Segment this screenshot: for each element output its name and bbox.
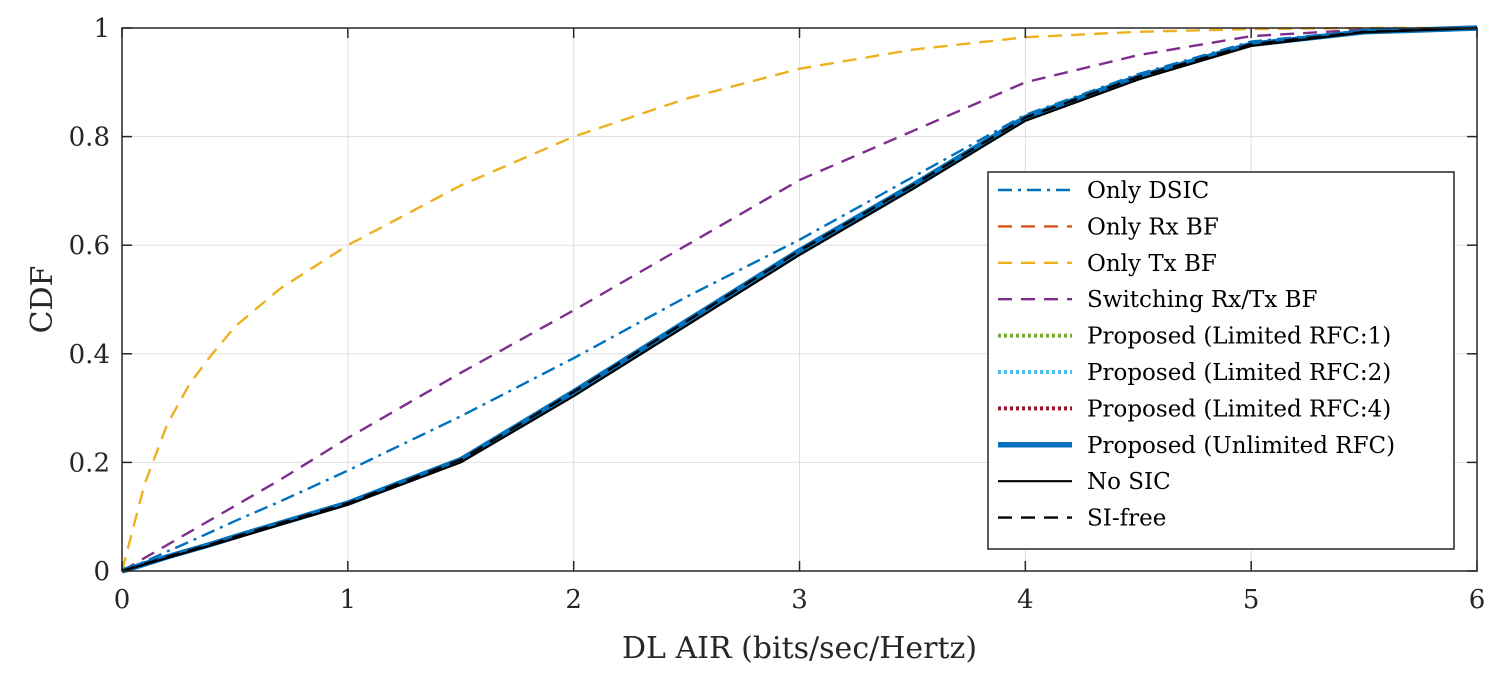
legend-label: SI-free <box>1087 506 1166 532</box>
y-tick-label: 0.8 <box>69 123 110 153</box>
legend-label: Only Rx BF <box>1087 214 1219 240</box>
x-tick-label: 0 <box>114 585 131 615</box>
legend-label: Only Tx BF <box>1087 251 1217 277</box>
y-axis-title: CDF <box>25 266 60 334</box>
y-tick-label: 0.6 <box>69 231 110 261</box>
x-tick-label: 5 <box>1243 585 1260 615</box>
series-lines <box>120 25 1478 574</box>
legend-label: Proposed (Unlimited RFC) <box>1087 433 1395 459</box>
legend-label: No SIC <box>1087 469 1171 495</box>
y-tick-label: 0.2 <box>69 448 110 478</box>
legend-label: Proposed (Limited RFC:2) <box>1087 360 1391 386</box>
series-line-4 <box>121 26 1478 573</box>
x-tick-label: 1 <box>340 585 357 615</box>
series-line-9 <box>121 26 1478 573</box>
x-tick-label: 4 <box>1017 585 1034 615</box>
x-tick-label: 3 <box>791 585 808 615</box>
legend-label: Only DSIC <box>1087 178 1209 204</box>
legend-label: Proposed (Limited RFC:1) <box>1087 324 1391 350</box>
y-tick-label: 1 <box>93 14 110 44</box>
legend: Only DSIC Only Rx BF Only Tx BF Switching R… <box>987 171 1455 550</box>
legend-label: Switching Rx/Tx BF <box>1087 287 1317 313</box>
x-axis-title: DL AIR (bits/sec/Hertz) <box>622 631 977 666</box>
legend-box <box>987 171 1455 550</box>
series-line-10 <box>121 26 1478 573</box>
y-tick-label: 0.4 <box>69 340 110 370</box>
x-tick-label: 6 <box>1469 585 1486 615</box>
series-line-3 <box>120 26 1477 572</box>
x-tick-label: 2 <box>565 585 582 615</box>
y-tick-label: 0 <box>93 557 110 587</box>
legend-label: Proposed (Limited RFC:4) <box>1087 396 1391 422</box>
ticks: 0 1 2 3 4 5 6 0 0.2 0.4 0.6 0.8 1 <box>69 14 1486 615</box>
